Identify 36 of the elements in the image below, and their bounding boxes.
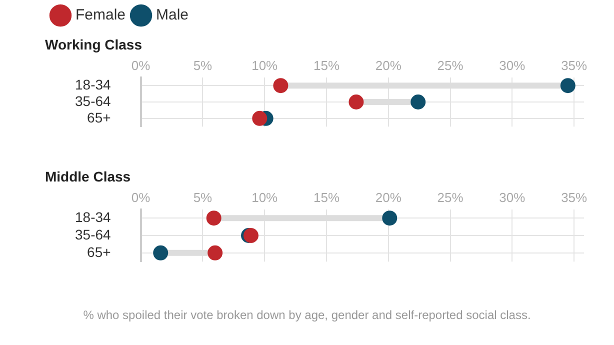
y-tick-label: 35-64: [74, 92, 112, 109]
x-tick-label: 30%: [499, 58, 526, 74]
chart-title: Middle Class: [45, 168, 131, 184]
point: [410, 94, 426, 110]
point: [206, 210, 222, 226]
x-tick-label: 35%: [561, 58, 588, 74]
x-tick-label: 0%: [131, 58, 151, 74]
x-tick-label: 30%: [499, 190, 526, 206]
y-tick-label: 18-34: [74, 76, 112, 92]
x-tick-label: 5%: [193, 190, 213, 206]
y-tick-label: 65+: [87, 109, 111, 126]
x-tick-label: 10%: [252, 58, 278, 74]
point: [348, 94, 364, 110]
y-tick-label: 18-34: [74, 208, 112, 225]
x-tick-label: 20%: [375, 58, 402, 74]
y-tick-label: 35-64: [74, 226, 112, 242]
x-tick-label: 25%: [437, 58, 464, 74]
point: [560, 78, 576, 94]
legend-label: Female: [76, 6, 126, 24]
point: [273, 78, 288, 94]
x-tick-label: 0%: [131, 190, 151, 206]
y-tick-label: 65+: [87, 244, 111, 260]
legend-label: Male: [156, 6, 189, 24]
x-tick-label: 15%: [313, 190, 340, 206]
text: % who spoiled their vote broken down by age, gender and self-reported social class.: [82, 308, 532, 322]
x-tick-label: 10%: [252, 190, 278, 206]
x-tick-label: 20%: [375, 190, 402, 206]
point: [382, 210, 398, 226]
chart-title: Working Class: [45, 36, 142, 52]
point: [208, 245, 223, 260]
x-tick-label: 25%: [437, 190, 464, 206]
point: [153, 245, 168, 260]
point: [252, 110, 268, 126]
x-tick-label: 15%: [313, 58, 340, 74]
x-tick-label: 35%: [561, 190, 588, 206]
x-tick-label: 5%: [193, 58, 213, 74]
